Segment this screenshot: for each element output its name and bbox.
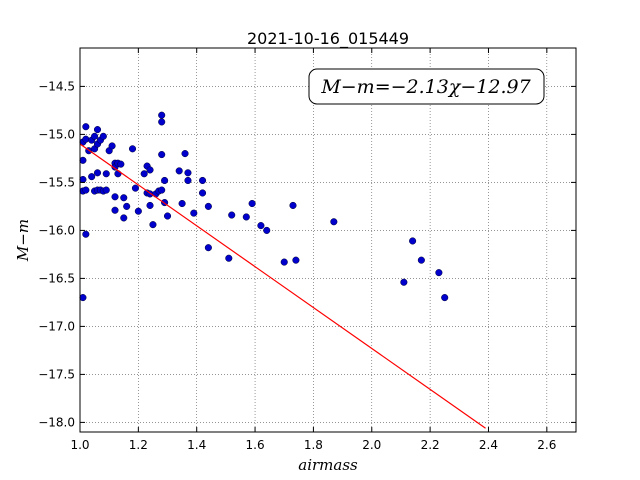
data-point xyxy=(163,212,172,220)
data-point xyxy=(111,206,119,214)
data-point xyxy=(228,211,236,219)
chart-title: 2021-10-16_015449 xyxy=(247,29,409,49)
data-point xyxy=(289,201,297,209)
x-tick-label: 1.6 xyxy=(246,438,265,452)
data-point xyxy=(178,199,186,208)
data-point xyxy=(82,123,90,131)
plot-frame xyxy=(79,47,577,433)
x-tick-label: 2.6 xyxy=(537,438,556,452)
data-point xyxy=(161,176,169,185)
data-point xyxy=(120,194,128,202)
axis-ticks xyxy=(79,48,576,432)
x-tick-label: 1.4 xyxy=(187,438,206,452)
fit-line xyxy=(79,143,486,429)
y-tick-label: −17.5 xyxy=(38,367,75,381)
data-point xyxy=(292,256,300,264)
data-point xyxy=(79,156,87,164)
data-point xyxy=(120,214,128,222)
data-point xyxy=(79,175,87,184)
data-point xyxy=(190,209,198,217)
data-point xyxy=(140,170,148,178)
y-tick-label: −15.5 xyxy=(38,175,75,189)
x-tick-label: 2.4 xyxy=(479,438,498,452)
data-point xyxy=(204,202,212,210)
data-point xyxy=(82,230,90,238)
data-point xyxy=(131,184,139,192)
data-point xyxy=(128,145,137,153)
data-point xyxy=(91,132,99,140)
data-point xyxy=(330,218,338,226)
data-point xyxy=(79,294,87,302)
data-point xyxy=(409,237,417,245)
y-tick-label: −17.0 xyxy=(38,319,75,333)
y-tick-label: −18.0 xyxy=(38,415,75,429)
data-point xyxy=(93,126,102,134)
y-tick-label: −16.5 xyxy=(38,271,75,285)
x-tick-label: 2.0 xyxy=(362,438,381,452)
data-point xyxy=(82,186,90,194)
data-point xyxy=(134,207,142,215)
equation-annotation: M−m=−2.13χ−12.97 xyxy=(308,68,545,105)
data-point xyxy=(158,118,166,126)
data-point xyxy=(257,222,265,230)
data-point xyxy=(82,135,90,143)
data-point xyxy=(102,170,110,178)
data-point xyxy=(111,193,119,201)
data-point xyxy=(117,160,125,168)
data-point xyxy=(158,151,166,159)
data-point xyxy=(242,213,250,221)
x-tick-labels: 1.0 1.2 1.4 1.6 1.8 2.0 2.2 2.4 2.6 xyxy=(70,438,556,452)
y-tick-label: −15.0 xyxy=(38,127,75,141)
data-point xyxy=(175,167,183,175)
data-point xyxy=(280,258,288,266)
y-axis-label: M−m xyxy=(14,219,32,262)
data-point xyxy=(146,201,154,209)
data-point xyxy=(400,278,408,286)
y-tick-label: −14.5 xyxy=(38,79,75,93)
data-point xyxy=(88,173,96,181)
data-point xyxy=(435,269,443,277)
data-point xyxy=(93,169,102,177)
data-point xyxy=(149,221,157,229)
equation-text: M−m=−2.13χ−12.97 xyxy=(320,76,531,98)
data-point xyxy=(108,142,116,150)
x-tick-label: 1.2 xyxy=(129,438,148,452)
x-tick-label: 2.2 xyxy=(421,438,440,452)
data-point xyxy=(263,226,271,234)
data-point xyxy=(248,199,256,208)
data-point xyxy=(158,186,166,194)
x-tick-label: 1.0 xyxy=(70,438,89,452)
data-point xyxy=(198,189,207,197)
fit-line-group xyxy=(79,143,486,429)
data-point xyxy=(181,150,189,158)
data-point xyxy=(123,202,131,210)
data-point xyxy=(225,254,233,262)
data-point xyxy=(99,132,107,140)
data-point xyxy=(184,169,192,177)
data-point xyxy=(204,244,212,252)
x-tick-label: 1.8 xyxy=(304,438,323,452)
data-point xyxy=(441,294,449,302)
data-point xyxy=(146,166,154,174)
x-axis-label: airmass xyxy=(298,456,358,474)
equation-box xyxy=(308,68,545,105)
data-point xyxy=(102,186,110,194)
data-point xyxy=(198,176,207,185)
data-point xyxy=(114,170,122,178)
y-tick-labels: −14.5 −15.0 −15.5 −16.0 −16.5 −17.0 −17.5 −18.0 xyxy=(38,79,75,429)
data-point xyxy=(158,111,166,119)
y-tick-label: −16.0 xyxy=(38,223,75,237)
data-point xyxy=(184,176,192,185)
data-point xyxy=(417,256,425,264)
